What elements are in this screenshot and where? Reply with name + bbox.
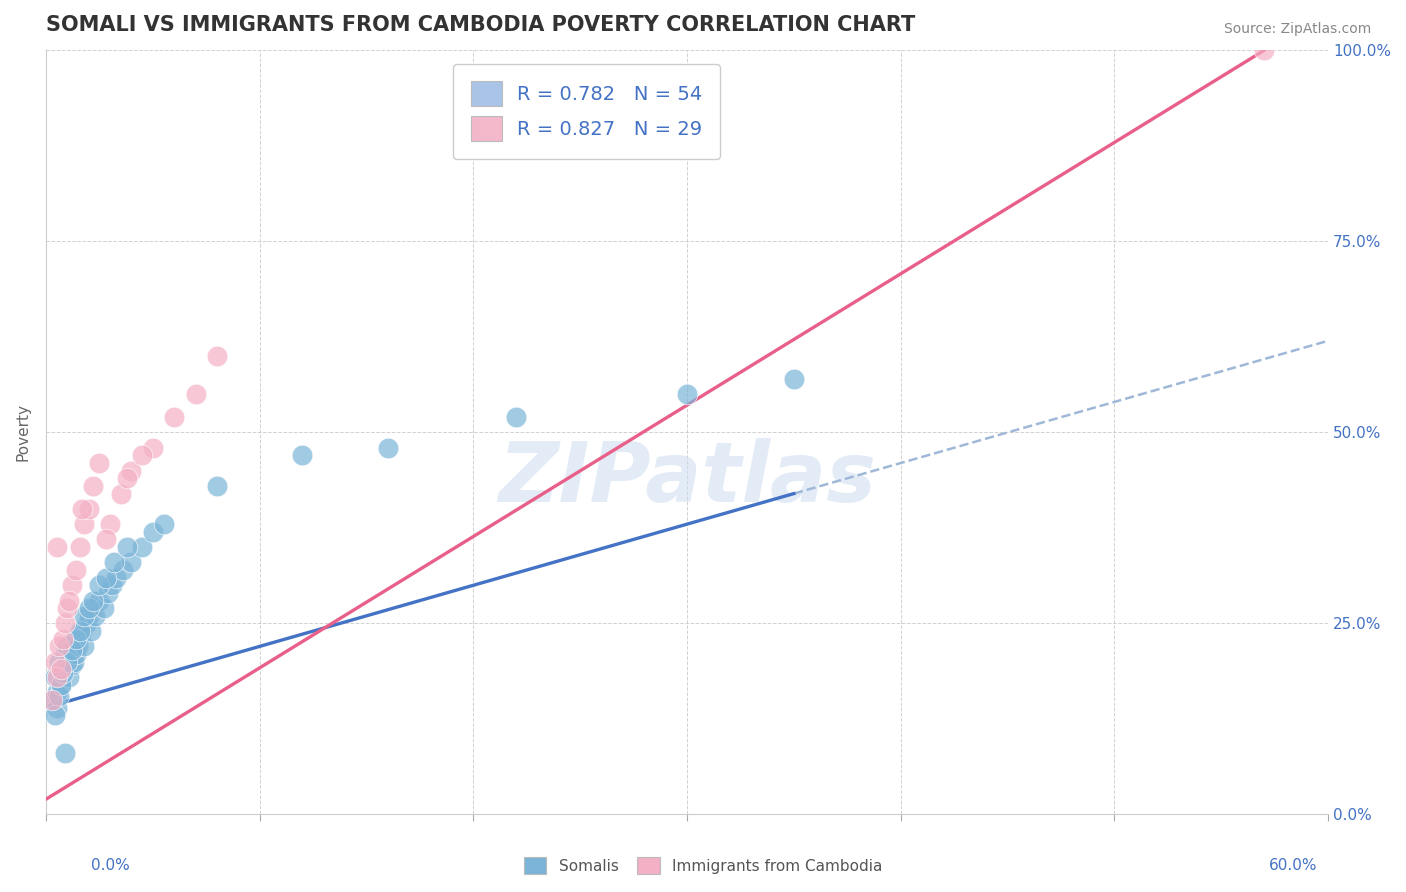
Point [111, 563, 134, 577]
Point [163, 410, 186, 425]
Point [65, 632, 87, 646]
Point [41, 693, 63, 707]
Point [101, 578, 124, 592]
Point [56, 601, 79, 615]
Point [53, 747, 76, 761]
Point [44, 670, 66, 684]
Point [115, 540, 138, 554]
Point [115, 471, 138, 485]
Point [45, 540, 67, 554]
Point [291, 449, 314, 463]
Point [72, 624, 94, 639]
Point [52, 632, 75, 646]
Point [98, 517, 121, 532]
Point [53, 616, 76, 631]
Text: 60.0%: 60.0% [1270, 858, 1317, 872]
Point [94, 533, 117, 547]
Point [105, 571, 128, 585]
Point [76, 616, 98, 631]
Point [58, 670, 80, 684]
Point [56, 655, 79, 669]
Point [82, 593, 104, 607]
Point [48, 655, 70, 669]
Point [77, 608, 100, 623]
Point [80, 624, 103, 639]
Y-axis label: Poverty: Poverty [15, 403, 30, 461]
Point [1253, 44, 1275, 58]
Point [44, 655, 66, 669]
Point [41, 693, 63, 707]
Point [45, 700, 67, 714]
Point [58, 593, 80, 607]
Point [60, 643, 83, 657]
Point [66, 640, 89, 654]
Point [62, 655, 84, 669]
Text: SOMALI VS IMMIGRANTS FROM CAMBODIA POVERTY CORRELATION CHART: SOMALI VS IMMIGRANTS FROM CAMBODIA POVER… [46, 15, 915, 35]
Point [69, 624, 91, 639]
Point [60, 578, 83, 592]
Legend: Somalis, Immigrants from Cambodia: Somalis, Immigrants from Cambodia [517, 851, 889, 880]
Point [131, 540, 153, 554]
Point [93, 601, 115, 615]
Point [77, 501, 100, 516]
Point [103, 555, 125, 569]
Point [44, 708, 66, 723]
Point [73, 608, 96, 623]
Point [56, 640, 79, 654]
Point [205, 349, 228, 363]
Point [505, 410, 527, 425]
Point [77, 601, 100, 615]
Point [82, 479, 104, 493]
Point [131, 449, 153, 463]
Point [152, 517, 174, 532]
Point [72, 501, 94, 516]
Point [84, 608, 107, 623]
Point [48, 640, 70, 654]
Point [69, 540, 91, 554]
Point [52, 666, 75, 681]
Point [89, 593, 111, 607]
Point [142, 441, 165, 455]
Point [82, 601, 104, 615]
Point [184, 387, 207, 401]
Point [73, 517, 96, 532]
Text: 0.0%: 0.0% [91, 858, 131, 872]
Point [676, 387, 699, 401]
Point [377, 441, 399, 455]
Point [48, 689, 70, 703]
Point [45, 670, 67, 684]
Point [142, 524, 165, 539]
Point [45, 685, 67, 699]
Point [73, 640, 96, 654]
Point [49, 677, 72, 691]
Point [65, 563, 87, 577]
Point [49, 677, 72, 691]
Point [120, 464, 142, 478]
Point [110, 486, 132, 500]
Point [52, 662, 75, 676]
Point [60, 658, 83, 673]
Legend: R = 0.782   N = 54, R = 0.827   N = 29: R = 0.782 N = 54, R = 0.827 N = 29 [453, 64, 720, 159]
Text: Source: ZipAtlas.com: Source: ZipAtlas.com [1223, 22, 1371, 37]
Point [53, 647, 76, 661]
Point [120, 555, 142, 569]
Point [97, 586, 120, 600]
Point [65, 647, 87, 661]
Point [783, 372, 806, 386]
Point [69, 628, 91, 642]
Point [89, 456, 111, 470]
Point [49, 662, 72, 676]
Point [89, 578, 111, 592]
Point [94, 571, 117, 585]
Text: ZIPatlas: ZIPatlas [498, 438, 876, 519]
Point [205, 479, 228, 493]
